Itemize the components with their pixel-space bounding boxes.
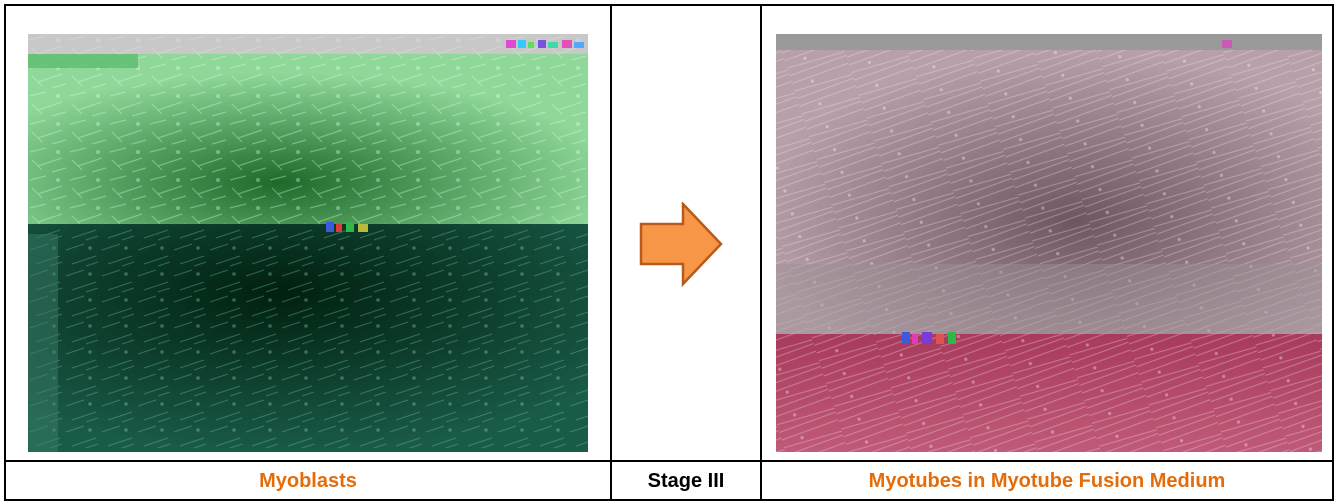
right-image-cell xyxy=(762,6,1332,460)
caption-row-divider xyxy=(6,460,1332,462)
right-arrow-icon xyxy=(639,202,723,288)
caption-stage: Stage III xyxy=(647,470,725,492)
figure-table: Myoblasts Stage III Myotubes in Myotube … xyxy=(4,4,1334,501)
left-image-cell xyxy=(6,6,610,460)
caption-myoblasts: Myoblasts xyxy=(259,470,357,492)
arrow-cell xyxy=(612,6,760,460)
myoblasts-image xyxy=(28,34,588,452)
column-divider-2 xyxy=(760,6,762,499)
caption-myotubes: Myotubes in Myotube Fusion Medium xyxy=(868,470,1226,492)
myotubes-image xyxy=(776,34,1322,452)
column-divider-1 xyxy=(610,6,612,499)
